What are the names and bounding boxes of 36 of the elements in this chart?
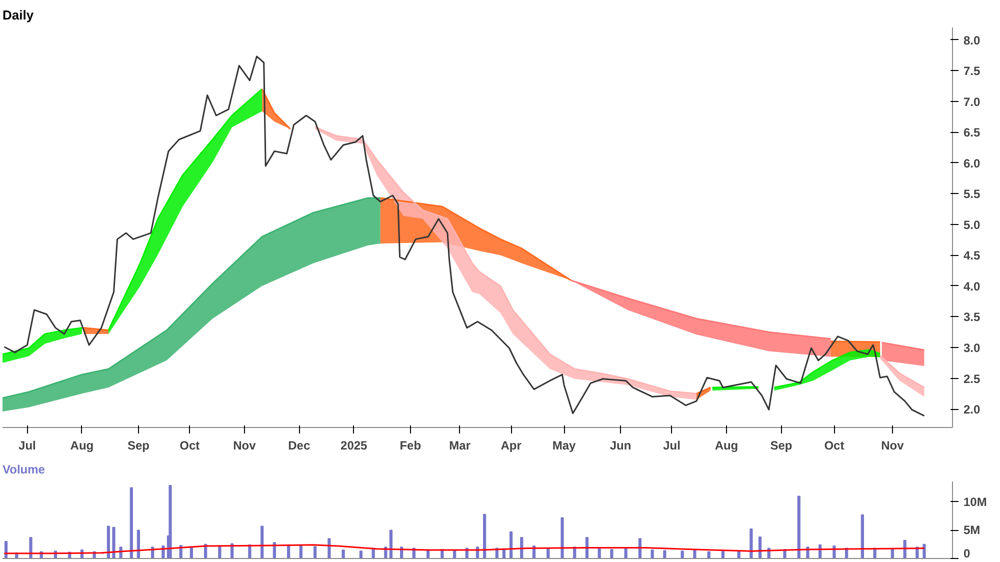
x-tick-label: Nov <box>233 438 256 452</box>
x-tick-label: Aug <box>70 438 94 452</box>
y-tick-label: 3.5 <box>964 310 981 324</box>
y-tick-label: 8.0 <box>964 33 981 48</box>
x-tick-label: Apr <box>500 438 522 452</box>
y-tick-label: 2.5 <box>964 372 981 386</box>
x-tick-label: Oct <box>824 438 844 452</box>
x-tick-label: Jul <box>18 438 36 452</box>
y-tick-label: 2.0 <box>964 402 981 417</box>
y-tick-label: 3.0 <box>964 341 981 355</box>
y-tick-label: 7.0 <box>964 94 981 109</box>
y-tick-label: 4.5 <box>964 248 981 263</box>
x-tick-label: Sep <box>770 438 792 452</box>
y-tick-label: 10M <box>964 494 987 509</box>
y-tick-label: 5.0 <box>964 218 981 232</box>
x-tick-label: Feb <box>400 438 422 452</box>
chart-title: Daily <box>2 8 34 22</box>
y-tick-label: 4.0 <box>964 279 981 294</box>
x-tick-label: Sep <box>127 438 150 452</box>
x-tick-label: Dec <box>288 438 310 452</box>
x-tick-label: Aug <box>714 438 738 452</box>
x-tick-label: May <box>552 438 576 452</box>
line-series <box>4 56 925 417</box>
y-tick-label: 6.5 <box>964 126 981 140</box>
y-tick-label: 0 <box>964 546 970 560</box>
x-tick-label: Nov <box>881 438 904 452</box>
x-tick-label: Jun <box>610 438 632 452</box>
x-tick-label: Jul <box>663 438 680 452</box>
x-tick-label: Oct <box>180 438 200 452</box>
chart-title: Volume <box>2 462 46 476</box>
y-tick-label: 5M <box>964 523 980 538</box>
x-tick-label: 2025 <box>340 438 368 452</box>
y-tick-label: 7.5 <box>964 64 981 78</box>
x-tick-label: Mar <box>449 438 471 452</box>
y-tick-label: 6.0 <box>964 156 981 170</box>
y-tick-label: 5.5 <box>964 187 981 202</box>
